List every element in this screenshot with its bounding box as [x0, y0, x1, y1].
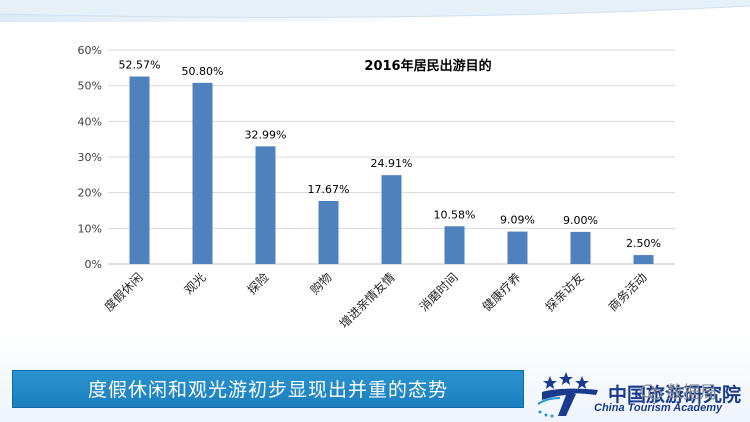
- y-tick-label: 20%: [78, 187, 102, 200]
- data-label: 24.91%: [371, 157, 413, 170]
- bar: [570, 231, 591, 264]
- bar: [507, 231, 528, 264]
- x-tick-label: 度假休闲: [101, 270, 146, 315]
- banner-text: 度假休闲和观光游初步显现出并重的态势: [87, 379, 448, 401]
- x-tick-label: 购物: [307, 270, 335, 298]
- data-label: 32.99%: [245, 128, 287, 141]
- bar: [381, 175, 402, 264]
- conclusion-banner: 度假休闲和观光游初步显现出并重的态势: [12, 370, 524, 408]
- logo-english-name: China Tourism Academy: [594, 402, 723, 414]
- y-tick-label: 60%: [78, 44, 102, 57]
- bar: [633, 255, 654, 264]
- y-tick-label: 50%: [78, 80, 102, 93]
- y-tick-label: 0%: [85, 258, 102, 271]
- watermark: 数据局: [640, 378, 717, 403]
- data-label: 17.67%: [308, 183, 350, 196]
- watermark-text: 数据局: [666, 383, 717, 403]
- y-tick-label: 30%: [78, 151, 102, 164]
- bar: [255, 146, 276, 264]
- chat-bubble-icon: [640, 384, 662, 400]
- data-label: 10.58%: [434, 208, 476, 221]
- data-label: 2.50%: [626, 237, 661, 250]
- bar: [129, 76, 150, 264]
- x-tick-label: 观光: [182, 270, 209, 297]
- x-tick-label: 增进亲情友情: [337, 270, 398, 331]
- chart-title: 2016年居民出游目的: [364, 58, 491, 74]
- x-tick-label: 探险: [244, 270, 272, 298]
- bar: [444, 226, 465, 264]
- x-tick-label: 健康疗养: [479, 270, 524, 315]
- x-tick-label: 商务活动: [605, 270, 650, 315]
- x-tick-label: 消磨时间: [417, 270, 461, 314]
- bar-chart: 0% 10% 20% 30% 40% 50% 60% 52.57% 50.80% 32.99% 1…: [78, 44, 675, 331]
- bar: [318, 200, 339, 264]
- bar: [192, 82, 213, 265]
- data-label: 9.09%: [500, 214, 535, 227]
- data-label: 50.80%: [182, 65, 224, 78]
- organization-logo: 中国旅游研究院 China Tourism Academy 数据局: [536, 370, 746, 418]
- data-label: 52.57%: [119, 59, 161, 72]
- academy-emblem-icon: [537, 372, 598, 418]
- y-tick-label: 40%: [78, 115, 102, 128]
- x-tick-label: 探亲访友: [543, 270, 587, 314]
- y-tick-label: 10%: [78, 222, 102, 235]
- data-label: 9.00%: [563, 214, 598, 227]
- top-swoosh: [0, 0, 750, 18]
